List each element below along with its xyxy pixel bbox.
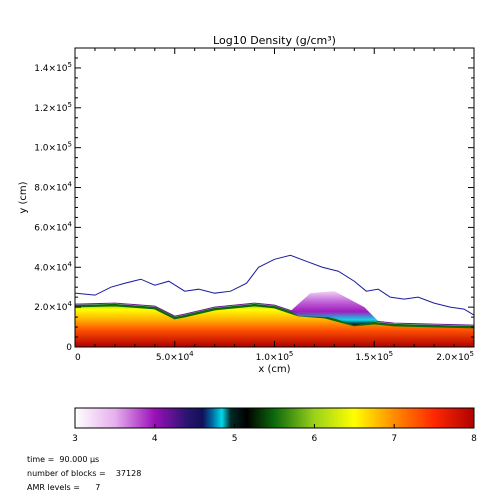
y-tick-label: 0	[66, 343, 72, 353]
y-tick-label: 1.2×105	[34, 101, 72, 114]
blocks-value: 37128	[115, 469, 142, 478]
chart-title: Log10 Density (g/cm³)	[213, 34, 336, 47]
low-density-plume	[290, 291, 379, 326]
x-tick-label: 1.5×105	[355, 350, 393, 363]
colorbar-tick-label: 5	[232, 434, 238, 444]
y-axis-label: y (cm)	[18, 181, 29, 213]
x-tick-label: 5.0×104	[156, 350, 194, 363]
y-tick-label: 2.0×104	[34, 300, 72, 313]
x-tick-label: 0	[75, 353, 81, 363]
amr-readout: AMR levels = 7	[27, 483, 100, 493]
y-tick-label: 4.0×104	[34, 260, 72, 273]
colorbar-tick-label: 6	[312, 434, 318, 444]
density-field	[75, 254, 474, 347]
x-axis: 0 5.0×104 1.0×105 1.5×105 2.0×105	[74, 48, 475, 363]
layer-interface	[75, 303, 474, 329]
colorbar-tick-label: 8	[471, 434, 477, 444]
x-tick-label: 2.0×105	[436, 350, 474, 363]
plot-frame	[74, 47, 475, 348]
colorbar-tick-label: 4	[152, 434, 158, 444]
time-label: time =	[27, 455, 55, 464]
time-value: 90.000 μs	[59, 455, 100, 464]
x-axis-label: x (cm)	[258, 364, 290, 375]
y-axis: 0 2.0×104 4.0×104 6.0×104 8.0×104 1.0×105 1.2×…	[34, 57, 474, 353]
blocks-label: number of blocks =	[27, 469, 106, 478]
x-tick-label: 1.0×105	[256, 350, 294, 363]
density-contour	[75, 254, 474, 316]
colorbar-tick-label: 7	[391, 434, 397, 444]
y-tick-label: 8.0×104	[34, 181, 72, 194]
y-tick-label: 6.0×104	[34, 220, 72, 233]
amr-value: 7	[95, 483, 101, 492]
amr-label: AMR levels =	[27, 483, 80, 492]
y-tick-label: 1.0×105	[34, 141, 72, 154]
colorbar	[74, 407, 475, 429]
y-tick-label: 1.4×105	[34, 61, 72, 74]
time-readout: time = 90.000 μs	[27, 455, 99, 465]
colorbar-ticks: 3 4 5 6 7 8	[72, 424, 477, 444]
colorbar-tick-label: 3	[72, 434, 78, 444]
dense-layer	[75, 305, 474, 347]
blocks-readout: number of blocks = 37128	[27, 469, 141, 479]
